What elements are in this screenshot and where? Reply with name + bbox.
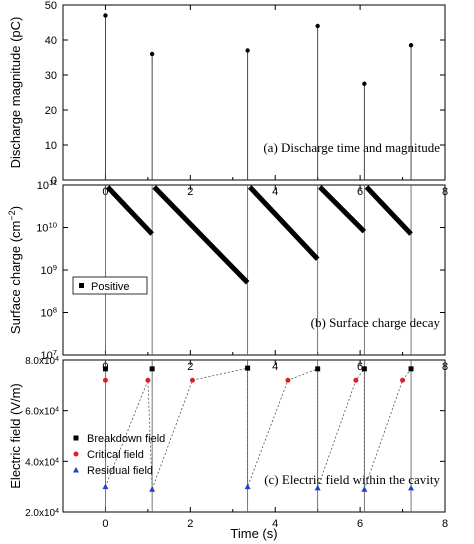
x-axis-label: Time (s) bbox=[230, 526, 277, 541]
critical-marker bbox=[400, 377, 406, 383]
residual-marker bbox=[244, 483, 251, 490]
panel-a: 02468Discharge magnitude (pC)(a) Dischar… bbox=[8, 0, 448, 198]
x-tick-label: 2 bbox=[187, 186, 193, 198]
decay-segment bbox=[318, 185, 367, 234]
x-tick-label: 4 bbox=[272, 186, 278, 198]
residual-marker bbox=[361, 486, 368, 492]
panel-annotation: (c) Electric field within the cavity bbox=[264, 472, 440, 487]
stem-marker bbox=[149, 51, 155, 57]
breakdown-marker bbox=[149, 366, 155, 372]
legend-box bbox=[72, 276, 148, 295]
legend-label: Residual field bbox=[87, 465, 153, 477]
panel-annotation: (a) Discharge time and magnitude bbox=[263, 140, 440, 155]
x-tick-label: 0 bbox=[102, 518, 108, 530]
decay-segment bbox=[364, 185, 413, 236]
plot-frame bbox=[62, 359, 446, 513]
x-tick-label: 4 bbox=[272, 518, 278, 530]
critical-marker bbox=[285, 377, 291, 383]
stem-marker bbox=[315, 23, 320, 29]
legend: Breakdown field Critical field Residual fi… bbox=[73, 433, 165, 477]
x-tick-label: 6 bbox=[357, 361, 363, 373]
y-tick-label: 108 bbox=[40, 305, 57, 320]
y-tick-label: 107 bbox=[40, 348, 57, 363]
y-tick-label: 20 bbox=[45, 105, 57, 117]
residual-marker bbox=[408, 484, 415, 491]
critical-marker bbox=[102, 377, 108, 383]
y-tick-label: 1010 bbox=[36, 220, 57, 235]
decay-segment bbox=[105, 185, 154, 236]
legend-marker bbox=[79, 283, 84, 288]
y-tick-label: 1011 bbox=[37, 178, 57, 193]
legend-marker bbox=[73, 467, 79, 473]
critical-marker bbox=[189, 377, 195, 383]
breakdown-marker bbox=[408, 366, 414, 372]
stem-marker bbox=[245, 48, 250, 53]
y-tick-label: 10 bbox=[45, 140, 57, 152]
residual-marker bbox=[149, 486, 156, 492]
legend: Positive bbox=[72, 276, 148, 295]
breakdown-marker bbox=[245, 365, 251, 371]
x-tick-label: 6 bbox=[357, 186, 363, 198]
legend-marker bbox=[73, 451, 79, 457]
breakdown-marker bbox=[315, 366, 321, 372]
y-tick-label: 2.0x104 bbox=[25, 508, 59, 520]
x-tick-label: 4 bbox=[272, 361, 278, 373]
y-tick-label: 8.0x104 bbox=[25, 356, 59, 368]
stem-marker bbox=[408, 43, 414, 48]
legend-label: Positive bbox=[91, 281, 130, 293]
critical-marker bbox=[353, 377, 359, 383]
x-tick-label: 2 bbox=[187, 518, 193, 530]
decay-segment bbox=[247, 185, 320, 261]
decay-segment bbox=[152, 185, 250, 285]
y-tick-label: 0 bbox=[51, 175, 57, 187]
panel-c: 0 2 4 6 8 Electric field (V/m) (c) Electric fi… bbox=[8, 356, 448, 542]
breakdown-marker bbox=[361, 366, 367, 372]
residual-marker bbox=[314, 484, 321, 491]
y-tick-label: 50 bbox=[45, 0, 57, 12]
x-tick-label: 8 bbox=[442, 518, 448, 530]
legend-marker bbox=[73, 435, 79, 441]
plot-frame bbox=[62, 4, 446, 181]
x-tick-label: 6 bbox=[357, 518, 363, 530]
y-tick-label: 6.0x104 bbox=[25, 406, 59, 418]
y-axis-label: Discharge magnitude (pC) bbox=[8, 17, 23, 169]
y-tick-label: 109 bbox=[40, 263, 57, 278]
y-tick-label: 40 bbox=[45, 35, 57, 47]
stem-marker bbox=[103, 13, 108, 18]
y-tick-label: 4.0x104 bbox=[25, 457, 59, 469]
breakdown-marker bbox=[102, 366, 108, 372]
field-path bbox=[105, 367, 412, 490]
y-tick-label: 30 bbox=[45, 70, 57, 82]
legend-label: Critical field bbox=[87, 449, 144, 461]
critical-marker bbox=[145, 377, 151, 383]
legend-label: Breakdown field bbox=[87, 433, 165, 445]
x-tick-label: 2 bbox=[187, 361, 193, 373]
panel-annotation: (b) Surface charge decay bbox=[311, 315, 441, 330]
y-axis-label: Electric field (V/m) bbox=[8, 383, 23, 488]
stem-marker bbox=[362, 81, 367, 86]
y-axis-label: Surface charge (cm−2) bbox=[7, 206, 23, 334]
residual-marker bbox=[102, 483, 109, 490]
